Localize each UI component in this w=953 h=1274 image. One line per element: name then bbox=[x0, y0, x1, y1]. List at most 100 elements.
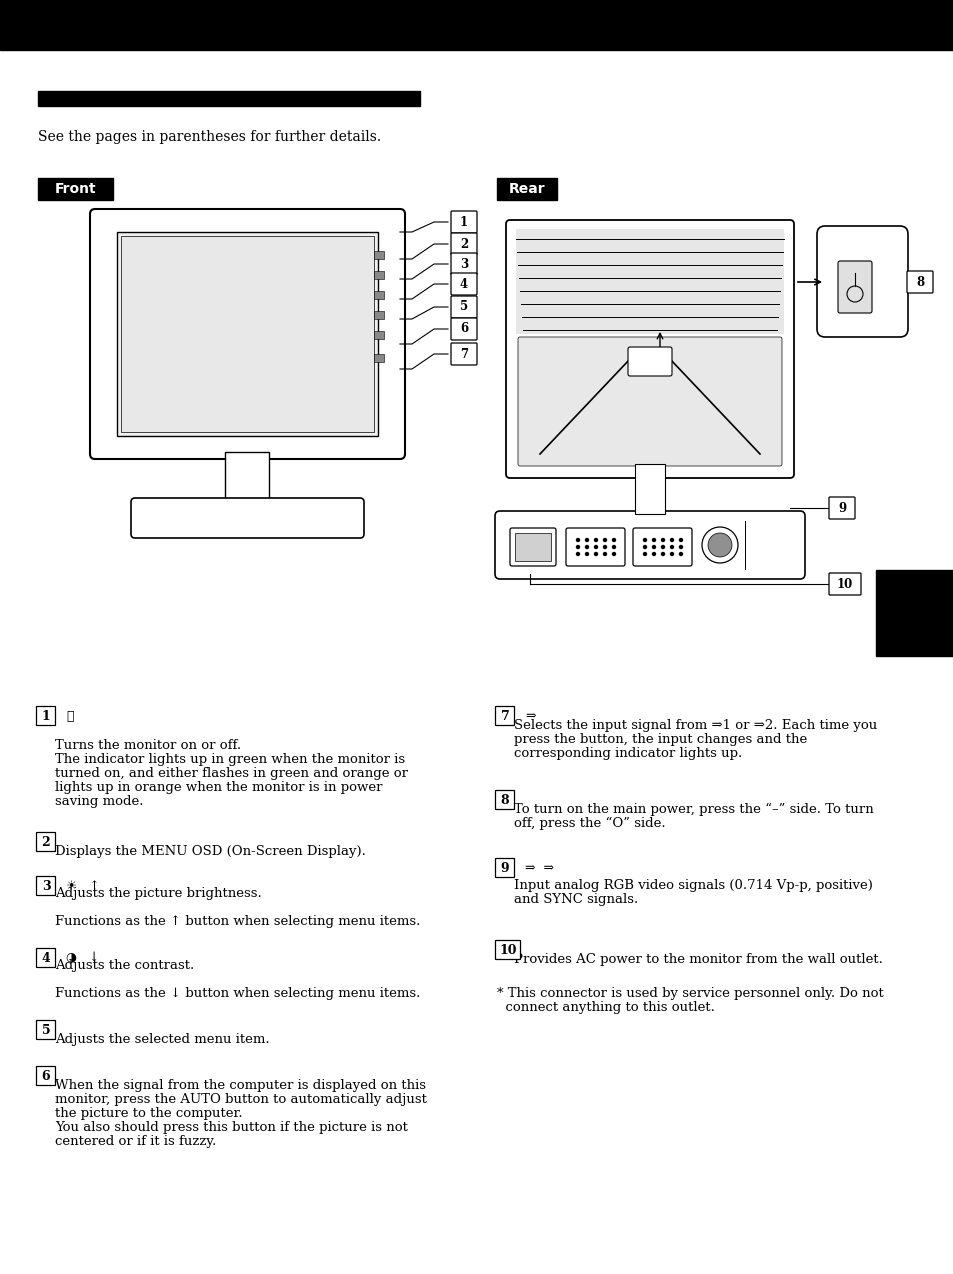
Circle shape bbox=[585, 553, 588, 555]
FancyBboxPatch shape bbox=[495, 707, 514, 725]
Text: Selects the input signal from ⇒1 or ⇒2. Each time you: Selects the input signal from ⇒1 or ⇒2. … bbox=[514, 719, 877, 733]
Text: 5: 5 bbox=[42, 1023, 51, 1037]
FancyBboxPatch shape bbox=[517, 338, 781, 466]
Circle shape bbox=[603, 539, 606, 541]
Circle shape bbox=[679, 539, 681, 541]
Text: and SYNC signals.: and SYNC signals. bbox=[514, 893, 638, 906]
Text: To turn on the main power, press the “–” side. To turn: To turn on the main power, press the “–”… bbox=[514, 803, 873, 817]
FancyBboxPatch shape bbox=[633, 527, 691, 566]
Text: When the signal from the computer is displayed on this: When the signal from the computer is dis… bbox=[55, 1079, 426, 1092]
FancyBboxPatch shape bbox=[90, 209, 405, 459]
FancyBboxPatch shape bbox=[451, 254, 476, 275]
Bar bbox=[374, 354, 384, 362]
Circle shape bbox=[707, 533, 731, 557]
Bar bbox=[875, 569, 953, 656]
Circle shape bbox=[652, 553, 655, 555]
Text: Front: Front bbox=[55, 182, 96, 196]
Bar bbox=[497, 178, 557, 200]
Circle shape bbox=[660, 553, 664, 555]
FancyBboxPatch shape bbox=[36, 1066, 55, 1085]
Circle shape bbox=[585, 545, 588, 549]
FancyBboxPatch shape bbox=[510, 527, 556, 566]
FancyBboxPatch shape bbox=[36, 949, 55, 967]
Circle shape bbox=[585, 539, 588, 541]
Bar bbox=[515, 533, 551, 561]
Bar bbox=[374, 331, 384, 339]
FancyBboxPatch shape bbox=[451, 273, 476, 296]
Bar bbox=[374, 271, 384, 279]
Circle shape bbox=[643, 539, 646, 541]
FancyBboxPatch shape bbox=[36, 1020, 55, 1040]
Text: monitor, press the AUTO button to automatically adjust: monitor, press the AUTO button to automa… bbox=[55, 1093, 426, 1106]
Circle shape bbox=[594, 539, 597, 541]
Text: 10: 10 bbox=[498, 944, 517, 957]
FancyBboxPatch shape bbox=[837, 261, 871, 313]
Circle shape bbox=[612, 545, 615, 549]
Text: You also should press this button if the picture is not: You also should press this button if the… bbox=[55, 1121, 408, 1134]
Text: * This connector is used by service personnel only. Do not: * This connector is used by service pers… bbox=[497, 987, 882, 1000]
FancyBboxPatch shape bbox=[451, 318, 476, 340]
Circle shape bbox=[576, 539, 578, 541]
Circle shape bbox=[660, 539, 664, 541]
FancyBboxPatch shape bbox=[828, 573, 861, 595]
FancyBboxPatch shape bbox=[36, 832, 55, 851]
Bar bbox=[0, 0, 953, 50]
Text: 3: 3 bbox=[459, 257, 468, 270]
Text: Rear: Rear bbox=[508, 182, 545, 196]
Text: centered or if it is fuzzy.: centered or if it is fuzzy. bbox=[55, 1135, 216, 1148]
Text: 8: 8 bbox=[915, 275, 923, 288]
Bar bbox=[121, 236, 374, 432]
Text: Input analog RGB video signals (0.714 Vp-p, positive): Input analog RGB video signals (0.714 Vp… bbox=[514, 879, 872, 892]
Bar bbox=[516, 229, 783, 334]
Text: 3: 3 bbox=[42, 879, 51, 893]
FancyBboxPatch shape bbox=[451, 211, 476, 233]
Circle shape bbox=[603, 545, 606, 549]
Text: ⇒: ⇒ bbox=[524, 710, 535, 722]
Text: Adjusts the picture brightness.: Adjusts the picture brightness. bbox=[55, 887, 261, 899]
Bar bbox=[38, 178, 112, 200]
Bar bbox=[38, 90, 419, 106]
FancyBboxPatch shape bbox=[495, 859, 514, 878]
FancyBboxPatch shape bbox=[36, 877, 55, 896]
Text: ⇒  ⇒: ⇒ ⇒ bbox=[524, 861, 554, 874]
Circle shape bbox=[643, 553, 646, 555]
Text: corresponding indicator lights up.: corresponding indicator lights up. bbox=[514, 747, 741, 761]
FancyBboxPatch shape bbox=[36, 707, 55, 725]
Circle shape bbox=[594, 553, 597, 555]
Text: 9: 9 bbox=[500, 861, 509, 874]
FancyBboxPatch shape bbox=[505, 220, 793, 478]
Circle shape bbox=[670, 539, 673, 541]
Circle shape bbox=[679, 545, 681, 549]
Text: 10: 10 bbox=[836, 577, 852, 591]
Text: 6: 6 bbox=[42, 1069, 51, 1083]
Text: 7: 7 bbox=[500, 710, 509, 722]
FancyBboxPatch shape bbox=[451, 296, 476, 318]
Bar bbox=[635, 464, 664, 513]
FancyBboxPatch shape bbox=[816, 225, 907, 338]
Text: saving mode.: saving mode. bbox=[55, 795, 143, 808]
FancyBboxPatch shape bbox=[828, 497, 854, 519]
Text: Functions as the ↑ button when selecting menu items.: Functions as the ↑ button when selecting… bbox=[55, 915, 420, 927]
Text: 7: 7 bbox=[459, 348, 468, 361]
Text: Provides AC power to the monitor from the wall outlet.: Provides AC power to the monitor from th… bbox=[514, 953, 882, 966]
Text: ◑   ↓: ◑ ↓ bbox=[66, 952, 99, 964]
Text: See the pages in parentheses for further details.: See the pages in parentheses for further… bbox=[38, 130, 381, 144]
Circle shape bbox=[576, 545, 578, 549]
Bar bbox=[374, 290, 384, 299]
FancyBboxPatch shape bbox=[495, 790, 514, 809]
Circle shape bbox=[612, 553, 615, 555]
Text: Adjusts the selected menu item.: Adjusts the selected menu item. bbox=[55, 1033, 270, 1046]
Text: Adjusts the contrast.: Adjusts the contrast. bbox=[55, 959, 194, 972]
Circle shape bbox=[670, 545, 673, 549]
Bar bbox=[225, 452, 269, 505]
Text: 2: 2 bbox=[42, 836, 51, 848]
Text: press the button, the input changes and the: press the button, the input changes and … bbox=[514, 733, 806, 747]
FancyBboxPatch shape bbox=[451, 233, 476, 255]
FancyBboxPatch shape bbox=[565, 527, 624, 566]
Text: connect anything to this outlet.: connect anything to this outlet. bbox=[497, 1001, 714, 1014]
Text: 1: 1 bbox=[42, 710, 51, 722]
Text: 8: 8 bbox=[500, 794, 509, 806]
Text: 5: 5 bbox=[459, 301, 468, 313]
Bar bbox=[374, 311, 384, 318]
Circle shape bbox=[670, 553, 673, 555]
